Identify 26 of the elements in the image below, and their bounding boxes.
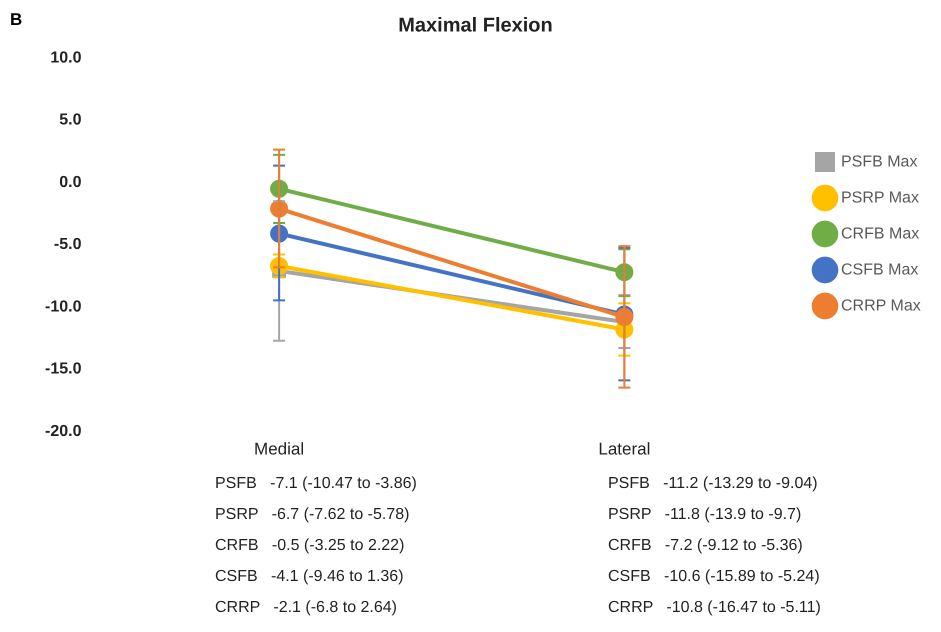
legend-label: PSFB Max (840, 153, 918, 170)
y-tick-label: -20.0 (45, 423, 82, 440)
text: CRFB -7.2 (-9.12 to -5.36) (608, 536, 804, 556)
y-tick-label: -10.0 (45, 298, 82, 316)
chart-title: Maximal Flexion (398, 14, 553, 37)
text: PSRP -6.7 (-7.62 to -5.78) (215, 505, 410, 525)
x-tick-label: Lateral (598, 439, 650, 458)
legend-label: CRRP Max (840, 297, 921, 314)
x-tick-label: Medial (254, 439, 304, 458)
text: B (10, 10, 22, 30)
legend-label: CSFB Max (840, 261, 918, 278)
legend-label: PSRP Max (840, 189, 919, 206)
y-tick-label: -15.0 (45, 360, 82, 378)
text: CRFB -0.5 (-3.25 to 2.22) (215, 536, 406, 556)
text: CRRP -2.1 (-6.8 to 2.64) (215, 598, 398, 618)
y-tick-label: -5.0 (54, 236, 82, 254)
text: CRRP -10.8 (-16.47 to -5.11) (608, 598, 821, 618)
text: PSFB -7.1 (-10.47 to -3.86) (215, 474, 417, 494)
y-tick-label: 0.0 (59, 174, 82, 191)
text: PSFB -11.2 (-13.29 to -9.04) (608, 474, 819, 494)
y-tick-label: 10.0 (50, 49, 82, 66)
text: PSRP -11.8 (-13.9 to -9.7) (608, 505, 802, 525)
text: CSFB -4.1 (-9.46 to 1.36) (215, 567, 405, 587)
text: CSFB -10.6 (-15.89 to -5.24) (608, 567, 821, 587)
y-tick-label: 5.0 (59, 112, 82, 129)
legend-label: CRFB Max (840, 225, 920, 242)
